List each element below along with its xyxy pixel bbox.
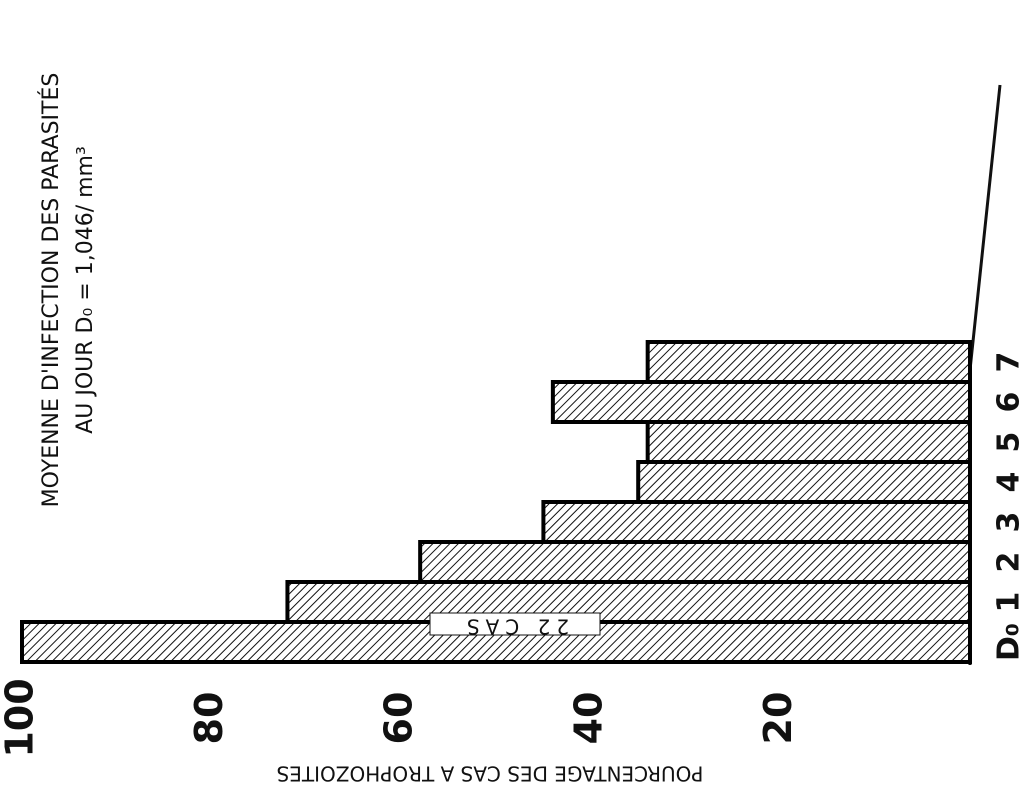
bar xyxy=(418,540,973,584)
y-tick-label: 5 xyxy=(992,432,1027,453)
y-tick-label: 1 xyxy=(992,592,1027,613)
y-tick-label: 4 xyxy=(992,472,1027,493)
bar xyxy=(541,500,973,544)
y-tick-label: 6 xyxy=(992,392,1027,413)
y-tick-label: 3 xyxy=(992,512,1027,533)
bar xyxy=(645,420,972,464)
x-axis-label: POURCENTAGE DES CAS A TROPHOZOITES xyxy=(277,762,704,786)
x-tick-label: 60 xyxy=(377,692,421,745)
x-tick-label: 100 xyxy=(0,678,42,757)
title-line-2: AU JOUR D₀ = 1,046/ mm³ xyxy=(73,146,98,434)
x-tick-label: 20 xyxy=(756,692,800,745)
annotation: 22 CAS xyxy=(461,615,569,639)
baseline xyxy=(968,84,1002,665)
bar xyxy=(550,380,972,424)
x-tick-label: 80 xyxy=(187,692,231,745)
x-tick-label: 40 xyxy=(566,692,610,745)
bar xyxy=(645,340,972,384)
annotation-box xyxy=(429,612,601,636)
y-tick-label: 2 xyxy=(992,552,1027,573)
y-tick-label: D₀ xyxy=(992,623,1027,661)
bar xyxy=(285,580,972,624)
y-tick-label: 7 xyxy=(992,352,1027,373)
bar xyxy=(636,460,972,504)
title-line-1: MOYENNE D'INFECTION DES PARASITÉS xyxy=(38,73,64,508)
